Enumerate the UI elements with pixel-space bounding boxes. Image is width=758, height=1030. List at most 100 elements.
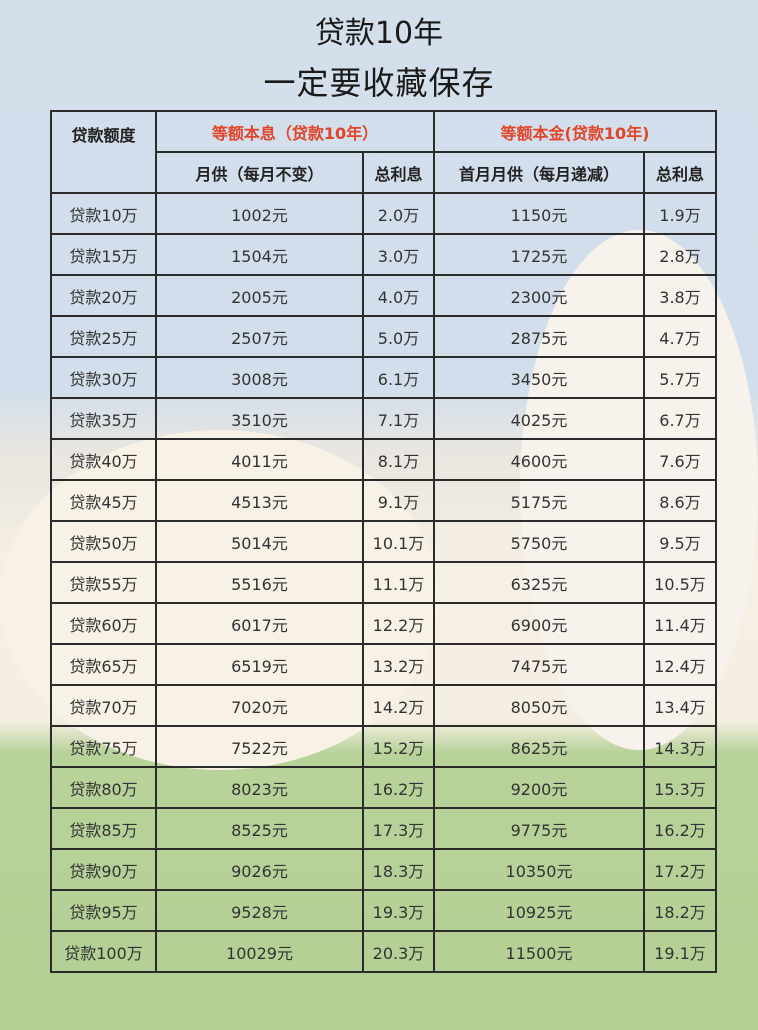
- loan-amount: 贷款20万: [50, 274, 157, 317]
- total-interest: 7.6万: [643, 438, 717, 481]
- first-month-payment: 2300元: [433, 274, 645, 317]
- first-month-payment: 4025元: [433, 397, 645, 440]
- total-interest: 16.2万: [643, 807, 717, 850]
- first-month-payment: 8050元: [433, 684, 645, 727]
- total-interest: 4.7万: [643, 315, 717, 358]
- loan-amount: 贷款45万: [50, 479, 157, 522]
- monthly-payment: 10029元: [155, 930, 364, 973]
- total-interest: 2.8万: [643, 233, 717, 276]
- header-first-month: 首月月供（每月递减）: [433, 151, 645, 194]
- monthly-payment: 1504元: [155, 233, 364, 276]
- total-interest: 10.1万: [362, 520, 435, 563]
- loan-amount: 贷款30万: [50, 356, 157, 399]
- monthly-payment: 3510元: [155, 397, 364, 440]
- header-amount: 贷款额度: [50, 110, 157, 194]
- total-interest: 5.0万: [362, 315, 435, 358]
- table-row: 贷款10万 1002元 2.0万 1150元 1.9万: [50, 192, 717, 235]
- table-row: 贷款20万 2005元 4.0万 2300元 3.8万: [50, 274, 717, 317]
- header-monthly-fixed: 月供（每月不变）: [155, 151, 364, 194]
- loan-amount: 贷款65万: [50, 643, 157, 686]
- table-row: 贷款40万 4011元 8.1万 4600元 7.6万: [50, 438, 717, 481]
- table-row: 贷款85万 8525元 17.3万 9775元 16.2万: [50, 807, 717, 850]
- table-row: 贷款15万 1504元 3.0万 1725元 2.8万: [50, 233, 717, 276]
- monthly-payment: 6519元: [155, 643, 364, 686]
- loan-table: 贷款额度 等额本息（贷款10年） 等额本金(贷款10年) 月供（每月不变） 总利…: [50, 110, 717, 973]
- total-interest: 14.3万: [643, 725, 717, 768]
- loan-amount: 贷款80万: [50, 766, 157, 809]
- total-interest: 18.2万: [643, 889, 717, 932]
- first-month-payment: 6900元: [433, 602, 645, 645]
- loan-amount: 贷款35万: [50, 397, 157, 440]
- monthly-payment: 8023元: [155, 766, 364, 809]
- table-row: 贷款25万 2507元 5.0万 2875元 4.7万: [50, 315, 717, 358]
- monthly-payment: 4513元: [155, 479, 364, 522]
- first-month-payment: 7475元: [433, 643, 645, 686]
- table-row: 贷款35万 3510元 7.1万 4025元 6.7万: [50, 397, 717, 440]
- total-interest: 10.5万: [643, 561, 717, 604]
- total-interest: 7.1万: [362, 397, 435, 440]
- monthly-payment: 6017元: [155, 602, 364, 645]
- total-interest: 6.7万: [643, 397, 717, 440]
- first-month-payment: 1150元: [433, 192, 645, 235]
- total-interest: 5.7万: [643, 356, 717, 399]
- total-interest: 14.2万: [362, 684, 435, 727]
- total-interest: 2.0万: [362, 192, 435, 235]
- total-interest: 18.3万: [362, 848, 435, 891]
- loan-amount: 贷款25万: [50, 315, 157, 358]
- loan-amount: 贷款55万: [50, 561, 157, 604]
- monthly-payment: 7020元: [155, 684, 364, 727]
- total-interest: 15.2万: [362, 725, 435, 768]
- monthly-payment: 9528元: [155, 889, 364, 932]
- loan-amount: 贷款50万: [50, 520, 157, 563]
- table-row: 贷款100万 10029元 20.3万 11500元 19.1万: [50, 930, 717, 973]
- page-subtitle: 一定要收藏保存: [263, 64, 495, 102]
- header-equal-principal: 等额本金(贷款10年): [433, 110, 717, 153]
- total-interest: 9.1万: [362, 479, 435, 522]
- first-month-payment: 2875元: [433, 315, 645, 358]
- monthly-payment: 8525元: [155, 807, 364, 850]
- first-month-payment: 6325元: [433, 561, 645, 604]
- total-interest: 12.2万: [362, 602, 435, 645]
- loan-amount: 贷款100万: [50, 930, 157, 973]
- total-interest: 19.3万: [362, 889, 435, 932]
- table-row: 贷款45万 4513元 9.1万 5175元 8.6万: [50, 479, 717, 522]
- table-row: 贷款50万 5014元 10.1万 5750元 9.5万: [50, 520, 717, 563]
- total-interest: 17.2万: [643, 848, 717, 891]
- first-month-payment: 1725元: [433, 233, 645, 276]
- total-interest: 13.4万: [643, 684, 717, 727]
- first-month-payment: 8625元: [433, 725, 645, 768]
- first-month-payment: 5175元: [433, 479, 645, 522]
- header-total-interest: 总利息: [362, 151, 435, 194]
- loan-amount: 贷款40万: [50, 438, 157, 481]
- total-interest: 8.1万: [362, 438, 435, 481]
- total-interest: 11.4万: [643, 602, 717, 645]
- loan-amount: 贷款15万: [50, 233, 157, 276]
- table-row: 贷款95万 9528元 19.3万 10925元 18.2万: [50, 889, 717, 932]
- total-interest: 1.9万: [643, 192, 717, 235]
- first-month-payment: 4600元: [433, 438, 645, 481]
- loan-amount: 贷款95万: [50, 889, 157, 932]
- loan-amount: 贷款75万: [50, 725, 157, 768]
- total-interest: 3.0万: [362, 233, 435, 276]
- monthly-payment: 3008元: [155, 356, 364, 399]
- first-month-payment: 10350元: [433, 848, 645, 891]
- monthly-payment: 4011元: [155, 438, 364, 481]
- monthly-payment: 1002元: [155, 192, 364, 235]
- table-row: 贷款70万 7020元 14.2万 8050元 13.4万: [50, 684, 717, 727]
- monthly-payment: 9026元: [155, 848, 364, 891]
- table-row: 贷款65万 6519元 13.2万 7475元 12.4万: [50, 643, 717, 686]
- total-interest: 15.3万: [643, 766, 717, 809]
- loan-amount: 贷款60万: [50, 602, 157, 645]
- loan-amount: 贷款70万: [50, 684, 157, 727]
- table-row: 贷款55万 5516元 11.1万 6325元 10.5万: [50, 561, 717, 604]
- first-month-payment: 3450元: [433, 356, 645, 399]
- total-interest: 12.4万: [643, 643, 717, 686]
- header-equal-installment: 等额本息（贷款10年）: [155, 110, 435, 153]
- total-interest: 11.1万: [362, 561, 435, 604]
- total-interest: 8.6万: [643, 479, 717, 522]
- page-title: 贷款10年: [314, 16, 444, 51]
- first-month-payment: 10925元: [433, 889, 645, 932]
- first-month-payment: 9200元: [433, 766, 645, 809]
- first-month-payment: 5750元: [433, 520, 645, 563]
- total-interest: 6.1万: [362, 356, 435, 399]
